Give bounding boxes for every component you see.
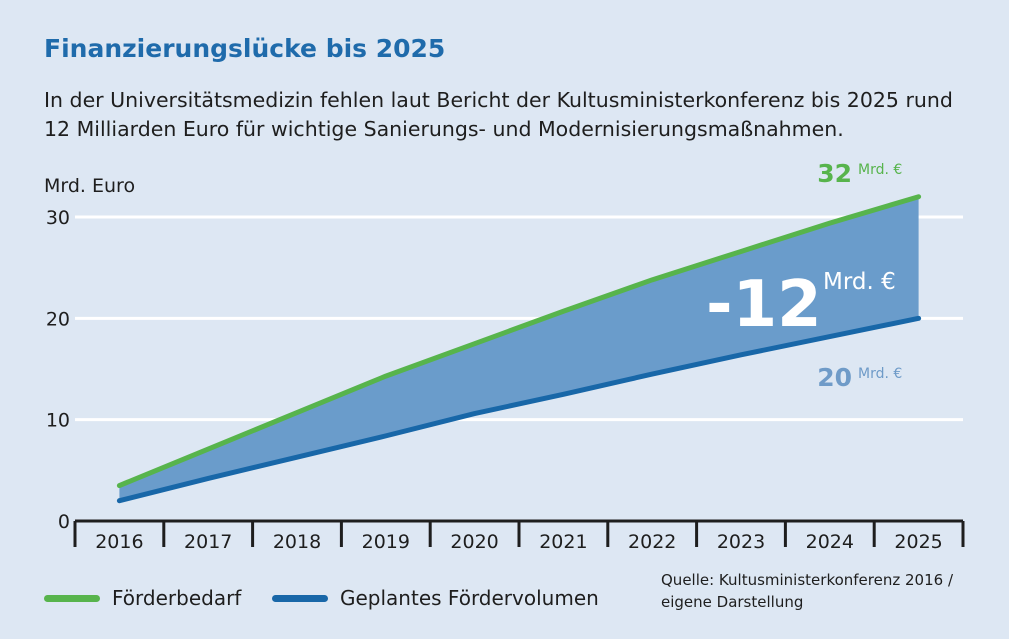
x-tick-2018: 2018 [273, 531, 321, 553]
x-tick-2017: 2017 [184, 531, 232, 553]
demand-end-unit: Mrd. € [858, 162, 902, 178]
demand-end-label: 32 [817, 159, 852, 188]
gap-unit-label: Mrd. € [823, 269, 896, 295]
x-axis [73, 519, 965, 547]
gap-value-label: -12 [706, 268, 822, 342]
series-line-planned [116, 315, 922, 504]
source-note: Quelle: Kultusministerkonferenz 2016 / e… [661, 569, 953, 613]
x-tick-2021: 2021 [539, 531, 587, 553]
y-tick-30: 30 [46, 207, 70, 229]
x-tick-2025: 2025 [894, 531, 942, 553]
y-tick-20: 20 [46, 308, 70, 330]
gap-area [119, 196, 919, 501]
legend-swatch-demand [44, 594, 100, 602]
x-tick-2022: 2022 [628, 531, 676, 553]
source-line-1: Quelle: Kultusministerkonferenz 2016 / [661, 571, 953, 589]
x-tick-2016: 2016 [95, 531, 143, 553]
x-tick-2019: 2019 [362, 531, 410, 553]
legend-swatch-planned [272, 594, 328, 602]
series-line-demand [116, 194, 922, 489]
y-tick-labels: 0 10 20 30 [46, 207, 70, 533]
x-tick-2023: 2023 [717, 531, 765, 553]
y-tick-0: 0 [58, 511, 70, 533]
y-tick-10: 10 [46, 410, 70, 432]
chart-subtitle: In der Universitätsmedizin fehlen laut B… [44, 88, 953, 141]
legend-item-demand: Förderbedarf [44, 586, 241, 610]
source-line-2: eigene Darstellung [661, 593, 804, 611]
x-tick-labels: 2016 2017 2018 2019 2020 2021 2022 2023 2024 2025 [95, 531, 943, 553]
planned-end-label: 20 [817, 363, 852, 392]
legend-label-planned: Geplantes Fördervolumen [340, 586, 599, 610]
legend-label-demand: Förderbedarf [112, 586, 242, 610]
chart-title: Finanzierungslücke bis 2025 [44, 34, 446, 63]
x-tick-2020: 2020 [450, 531, 498, 553]
y-axis-label: Mrd. Euro [44, 175, 135, 197]
legend-item-planned: Geplantes Fördervolumen [272, 586, 599, 610]
x-tick-2024: 2024 [806, 531, 854, 553]
planned-end-unit: Mrd. € [858, 366, 902, 382]
